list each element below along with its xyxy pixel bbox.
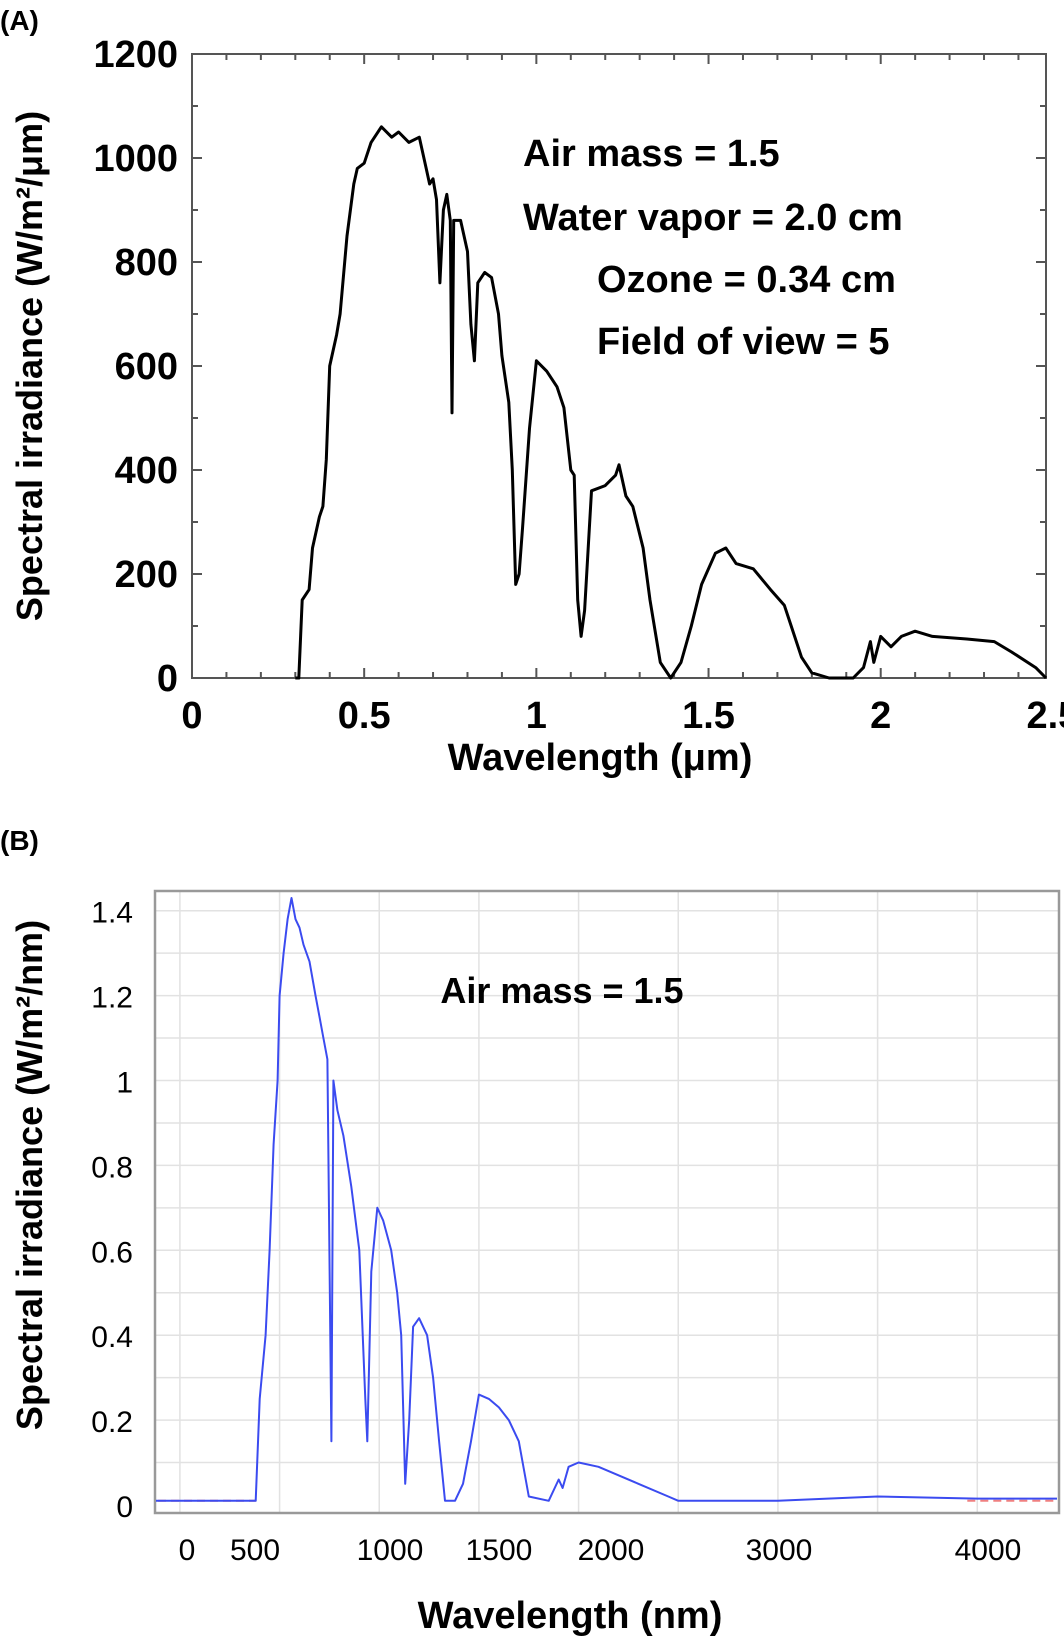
panel-a-y-tick-label: 200 bbox=[115, 554, 178, 596]
panel-b-x-tick-label: 0 bbox=[179, 1534, 196, 1567]
panel-a-y-tick-label: 1000 bbox=[93, 138, 178, 180]
panel-b: (B) 0 0.2 0.4 0.6 0.8 1 1.2 1.4 0 500 1000 1500 2000… bbox=[0, 825, 1061, 1637]
panel-a-y-tick-label: 0 bbox=[157, 658, 178, 700]
panel-a-x-tick-label: 0 bbox=[181, 695, 202, 737]
panel-b-x-tick-label: 1000 bbox=[357, 1534, 424, 1567]
panel-b-x-axis-label: Wavelength (nm) bbox=[418, 1595, 723, 1637]
panel-b-y-tick-label: 0.8 bbox=[91, 1151, 133, 1184]
annotation-air-mass: Air mass = 1.5 bbox=[523, 133, 780, 175]
panel-b-y-tick-label: 1.4 bbox=[91, 897, 133, 930]
annotation-field-of-view: Field of view = 5 bbox=[597, 321, 889, 363]
panel-a-y-tick-label: 800 bbox=[115, 242, 178, 284]
panel-b-x-tick-label: 4000 bbox=[955, 1534, 1022, 1567]
panel-a-axes: 0 200 400 600 800 1000 1200 0 0.5 1 1.5 2 2.5 bbox=[93, 34, 1064, 737]
panel-a-y-tick-label: 600 bbox=[115, 346, 178, 388]
panel-b-y-tick-label: 1.2 bbox=[91, 982, 133, 1015]
panel-a-x-axis-label: Wavelength (μm) bbox=[448, 737, 753, 779]
panel-a-series-line bbox=[295, 125, 1048, 680]
panel-a-y-tick-label: 1200 bbox=[93, 34, 178, 76]
panel-b-x-tick-label: 3000 bbox=[746, 1534, 813, 1567]
annotation-air-mass-b: Air mass = 1.5 bbox=[440, 970, 683, 1011]
panel-a-x-tick-label: 1.5 bbox=[682, 695, 735, 737]
annotation-ozone: Ozone = 0.34 cm bbox=[597, 259, 896, 301]
panel-b-y-tick-label: 0.2 bbox=[91, 1406, 133, 1439]
panel-b-series-line bbox=[156, 897, 1057, 1502]
panel-a: (A) 0 200 400 600 800 1000 1200 0 0.5 1 1.5 2 2.5 Ai… bbox=[0, 5, 1064, 779]
annotation-water-vapor: Water vapor = 2.0 cm bbox=[523, 197, 903, 239]
panel-a-y-tick-label: 400 bbox=[115, 450, 178, 492]
panel-b-y-axis-label: Spectral irradiance (W/m²/nm) bbox=[9, 920, 50, 1430]
panel-b-x-tick-label: 1500 bbox=[466, 1534, 533, 1567]
panel-b-y-tick-label: 0.6 bbox=[91, 1236, 133, 1269]
panel-a-x-tick-label: 2 bbox=[870, 695, 891, 737]
panel-b-x-tick-label: 500 bbox=[230, 1534, 280, 1567]
panel-b-axes: 0 0.2 0.4 0.6 0.8 1 1.2 1.4 0 500 1000 1500 2000 3000… bbox=[91, 889, 1061, 1567]
panel-a-x-tick-label: 2.5 bbox=[1026, 695, 1064, 737]
panel-b-plot-frame bbox=[153, 889, 1061, 1515]
panel-a-y-axis-label: Spectral irradiance (W/m²/μm) bbox=[9, 111, 50, 621]
panel-b-x-tick-label: 2000 bbox=[578, 1534, 645, 1567]
panel-b-y-tick-label: 0.4 bbox=[91, 1321, 133, 1354]
panel-a-label: (A) bbox=[0, 5, 39, 36]
panel-b-y-tick-label: 1 bbox=[116, 1067, 133, 1100]
panel-a-x-tick-label: 0.5 bbox=[338, 695, 391, 737]
panel-b-y-tick-label: 0 bbox=[116, 1491, 133, 1524]
panel-a-x-tick-label: 1 bbox=[526, 695, 547, 737]
panel-b-label: (B) bbox=[0, 825, 39, 856]
